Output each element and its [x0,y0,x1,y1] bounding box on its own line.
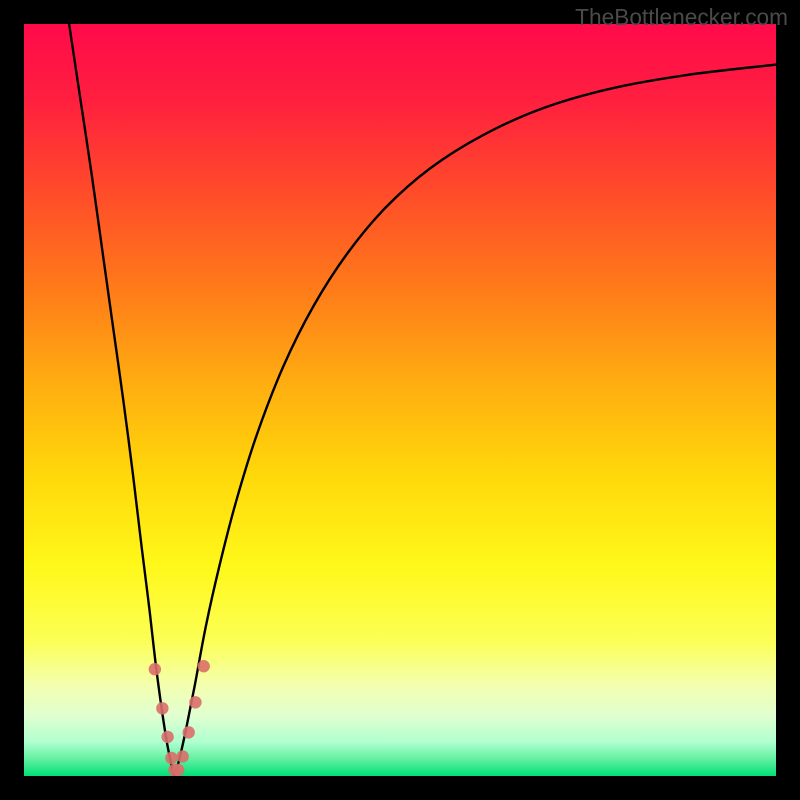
chart-frame: TheBottlenecker.com [0,0,800,800]
data-marker [161,731,173,743]
data-marker [149,663,161,675]
data-marker [156,702,168,714]
data-marker [176,750,188,762]
watermark-text: TheBottlenecker.com [575,4,788,31]
plot-area [24,24,776,776]
curve-right-branch [174,65,776,776]
data-marker [165,752,177,764]
chart-overlay [24,24,776,776]
curve-left-branch [69,24,174,776]
data-marker [182,726,194,738]
data-marker [189,696,201,708]
data-marker [172,764,184,776]
data-marker [198,660,210,672]
